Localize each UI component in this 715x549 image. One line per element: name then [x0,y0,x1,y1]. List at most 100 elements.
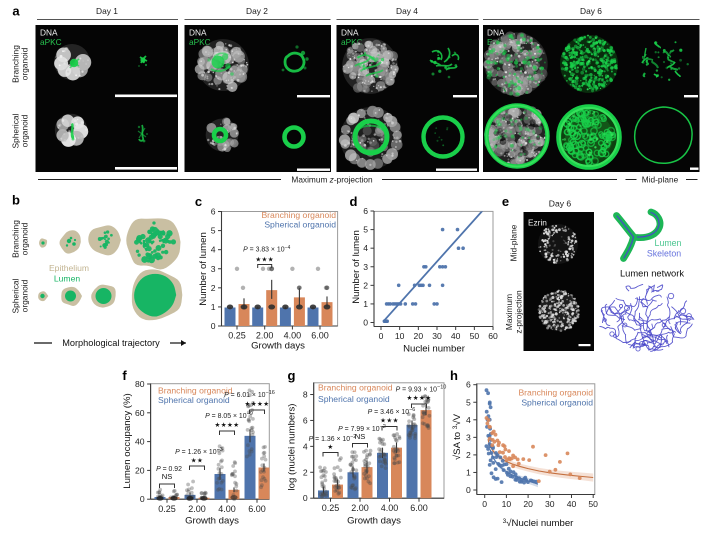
svg-text:2: 2 [363,280,368,290]
svg-text:60: 60 [135,408,145,418]
svg-text:Lumen network: Lumen network [620,268,684,279]
svg-text:1: 1 [466,467,471,477]
svg-text:0: 0 [303,493,308,503]
svg-text:4: 4 [466,415,471,425]
svg-text:Spherical: Spherical [11,113,21,148]
svg-text:4: 4 [211,245,216,255]
svg-text:organoid: organoid [20,222,30,255]
svg-text:0: 0 [363,318,368,328]
svg-text:6: 6 [211,207,216,217]
svg-text:NS: NS [162,472,173,481]
svg-text:log (nuclei numbers): log (nuclei numbers) [287,404,298,491]
svg-text:0.25: 0.25 [158,504,176,514]
svg-text:8: 8 [303,390,308,400]
svg-text:aPKC: aPKC [40,37,62,47]
svg-text:6: 6 [466,380,471,390]
svg-text:Growth days: Growth days [185,516,239,527]
svg-text:P = 9.93 × 10−10: P = 9.93 × 10−10 [396,385,447,394]
svg-text:Number of lumen: Number of lumen [198,232,209,306]
svg-text:Growth days: Growth days [251,341,305,352]
svg-text:P = 8.05 × 10−9: P = 8.05 × 10−9 [205,411,253,420]
svg-text:P = 0.92: P = 0.92 [156,466,182,473]
svg-text:Branching organoid: Branching organoid [261,210,336,220]
svg-text:2: 2 [211,283,216,293]
svg-text:e: e [502,194,509,209]
svg-text:4: 4 [303,441,308,451]
svg-text:3: 3 [211,264,216,274]
svg-text:c: c [195,194,202,209]
svg-text:DNA: DNA [487,28,505,38]
svg-text:Mid-plane: Mid-plane [509,224,519,261]
svg-text:organoid: organoid [20,279,30,312]
svg-text:Branching organoid: Branching organoid [158,386,233,396]
svg-text:0: 0 [211,321,216,331]
svg-text:★★★★: ★★★★ [407,395,432,402]
svg-text:organoid: organoid [20,47,30,80]
svg-text:2.00: 2.00 [351,503,369,513]
svg-text:★★★: ★★★ [255,257,274,264]
svg-text:4.00: 4.00 [284,331,302,341]
svg-text:DNA: DNA [40,28,58,38]
svg-text:Mid-plane: Mid-plane [642,175,679,185]
svg-text:30: 30 [545,499,555,509]
svg-text:4.00: 4.00 [218,504,236,514]
svg-text:P = 6.01 × 10−16: P = 6.01 × 10−16 [224,390,275,399]
svg-text:★★★★: ★★★★ [245,401,270,408]
svg-text:Day 2: Day 2 [246,6,268,16]
svg-text:★★: ★★ [191,458,204,465]
svg-text:0: 0 [140,494,145,504]
svg-text:3√Nuclei number: 3√Nuclei number [503,518,575,529]
svg-text:40: 40 [135,437,145,447]
svg-text:Lumen: Lumen [655,238,682,248]
svg-text:P = 3.46 × 10−6: P = 3.46 × 10−6 [368,407,416,416]
svg-text:NS: NS [355,432,366,441]
svg-text:Spherical organoid: Spherical organoid [521,398,593,408]
svg-text:Growth days: Growth days [347,516,401,527]
svg-text:1: 1 [211,302,216,312]
svg-text:50: 50 [588,499,598,509]
svg-text:Day 1: Day 1 [96,6,118,16]
svg-text:DNA: DNA [341,28,359,38]
svg-text:Branching organoid: Branching organoid [518,388,593,398]
svg-text:h: h [450,368,458,383]
svg-text:2: 2 [466,450,471,460]
svg-text:Spherical: Spherical [11,278,21,313]
svg-text:P = 1.36 × 10−2: P = 1.36 × 10−2 [309,434,357,443]
svg-text:20: 20 [523,499,533,509]
svg-text:P = 1.26 × 10−3: P = 1.26 × 10−3 [175,447,223,456]
svg-text:3: 3 [466,432,471,442]
svg-text:3: 3 [363,262,368,272]
svg-text:organoid: organoid [20,114,30,147]
svg-text:40: 40 [451,331,461,341]
svg-text:1: 1 [363,299,368,309]
svg-text:Maximum z-projection: Maximum z-projection [291,175,373,185]
svg-text:0.25: 0.25 [228,331,246,341]
svg-text:√SA to 3√V: √SA to 3√V [452,413,463,460]
svg-text:6: 6 [303,415,308,425]
svg-text:40: 40 [567,499,577,509]
svg-text:5: 5 [466,397,471,407]
svg-text:DNA: DNA [189,28,207,38]
svg-text:60: 60 [488,331,498,341]
svg-text:b: b [12,193,20,208]
svg-text:5: 5 [211,226,216,236]
svg-text:Number of lumen: Number of lumen [351,230,362,304]
svg-text:P = 3.83 × 10−4: P = 3.83 × 10−4 [243,245,290,254]
svg-text:Day 6: Day 6 [580,6,602,16]
svg-text:50: 50 [470,331,480,341]
svg-text:Day 4: Day 4 [396,6,418,16]
svg-text:6: 6 [363,206,368,216]
svg-text:2: 2 [303,467,308,477]
svg-text:5: 5 [363,225,368,235]
svg-text:z-projection: z-projection [514,290,524,334]
svg-text:2.00: 2.00 [188,504,206,514]
svg-text:0: 0 [482,499,487,509]
svg-text:Day 6: Day 6 [549,199,572,209]
svg-text:10: 10 [395,331,405,341]
svg-text:a: a [12,4,20,19]
svg-text:g: g [288,368,296,383]
svg-text:Maximum: Maximum [504,294,514,330]
svg-text:★★★★: ★★★★ [215,422,240,429]
svg-text:Branching: Branching [11,45,21,83]
svg-text:0.25: 0.25 [322,503,340,513]
